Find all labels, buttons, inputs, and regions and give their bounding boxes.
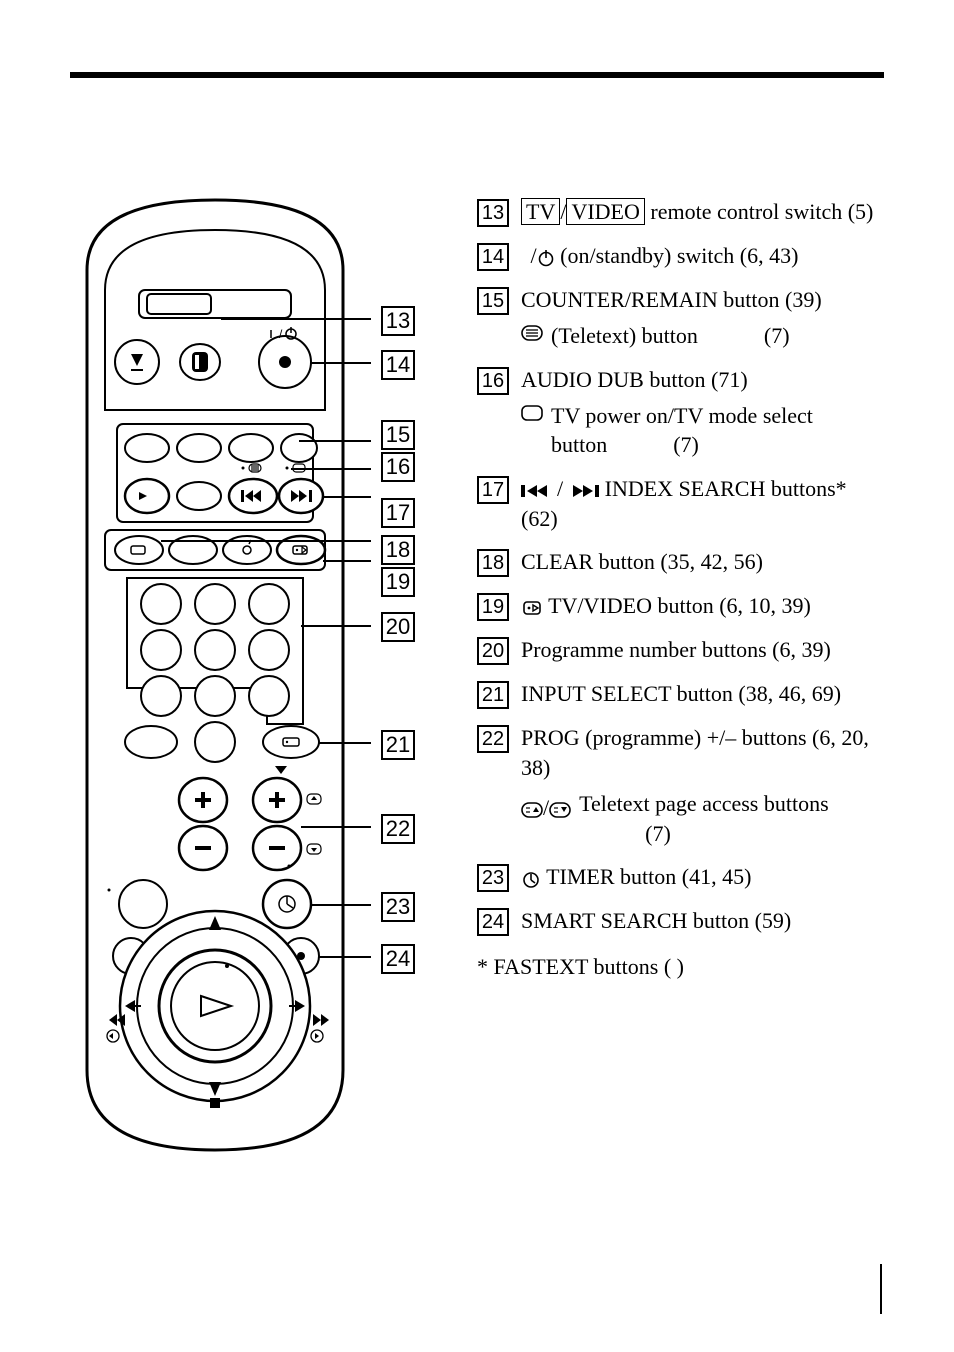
desc-text-20: Programme number buttons (6, 39)	[521, 635, 877, 665]
desc-num-19: 19	[477, 593, 509, 621]
leader-14	[311, 362, 371, 364]
desc-text-14: / (on/standby) switch (6, 43)	[521, 241, 877, 271]
leader-23	[311, 904, 371, 906]
desc-text-21: INPUT SELECT button (38, 46, 69)	[521, 679, 877, 709]
desc-item-19: 19 TV/VIDEO button (6, 10, 39)	[477, 591, 877, 621]
callout-17: 17	[381, 498, 415, 528]
callout-22: 22	[381, 814, 415, 844]
teletext-up-icon	[521, 802, 543, 818]
callout-13: 13	[381, 306, 415, 336]
leader-24	[319, 956, 371, 958]
callout-19: 19	[381, 567, 415, 597]
description-list: 13 TV/VIDEO remote control switch (5) 14…	[477, 197, 877, 980]
desc-text-23: TIMER button (41, 45)	[521, 862, 877, 892]
tv-video-icon	[521, 599, 543, 617]
label-video: VIDEO	[566, 198, 644, 225]
page-right-rule	[880, 1264, 882, 1314]
desc-num-18: 18	[477, 549, 509, 577]
tv-mode-icon	[521, 405, 543, 421]
desc-num-16: 16	[477, 367, 509, 395]
desc-item-17: 17 / INDEX SEARCH buttons* (62)	[477, 474, 877, 533]
desc-item-22: 22 PROG (programme) +/– buttons (6, 20, …	[477, 723, 877, 782]
callout-16: 16	[381, 452, 415, 482]
desc-num-21: 21	[477, 681, 509, 709]
leader-17	[323, 496, 371, 498]
desc-13-tail: remote control switch (5)	[645, 199, 874, 224]
desc-num-24: 24	[477, 908, 509, 936]
desc-sub-16-text: TV power on/TV mode select button (7)	[551, 401, 877, 460]
leader-15	[299, 440, 371, 442]
leader-13	[221, 318, 371, 320]
desc-num-14: 14	[477, 243, 509, 271]
callout-15: 15	[381, 420, 415, 450]
desc-text-22: PROG (programme) +/– buttons (6, 20, 38)	[521, 723, 877, 782]
page: /	[0, 0, 954, 1352]
desc-item-18: 18 CLEAR button (35, 42, 56)	[477, 547, 877, 577]
skip-fwd-icon	[563, 483, 599, 499]
label-tv: TV	[521, 198, 560, 225]
desc-text-17: / INDEX SEARCH buttons* (62)	[521, 474, 877, 533]
desc-item-13: 13 TV/VIDEO remote control switch (5)	[477, 197, 877, 227]
desc-text-15: COUNTER/REMAIN button (39)	[521, 285, 877, 315]
leader-20	[301, 625, 371, 627]
desc-item-21: 21 INPUT SELECT button (38, 46, 69)	[477, 679, 877, 709]
desc-text-16: AUDIO DUB button (71)	[521, 365, 877, 395]
desc-sub-15: (Teletext) button (7)	[521, 321, 877, 351]
power-icon	[537, 249, 555, 267]
leader-21	[319, 742, 371, 744]
leader-18	[161, 540, 371, 542]
desc-item-16: 16 AUDIO DUB button (71)	[477, 365, 877, 395]
teletext-down-icon	[549, 802, 571, 818]
callout-21: 21	[381, 730, 415, 760]
skip-back-icon	[521, 483, 557, 499]
desc-23-tail: TIMER button (41, 45)	[541, 864, 751, 889]
footnote: * FASTEXT buttons ( )	[477, 954, 877, 980]
desc-sub-15-text: (Teletext) button (7)	[551, 321, 790, 351]
remote-diagram: /	[65, 190, 385, 1150]
desc-num-15: 15	[477, 287, 509, 315]
callout-18: 18	[381, 535, 415, 565]
desc-item-15: 15 COUNTER/REMAIN button (39)	[477, 285, 877, 315]
timer-icon	[521, 869, 541, 889]
top-rule	[70, 72, 884, 78]
desc-text-24: SMART SEARCH button (59)	[521, 906, 877, 936]
desc-item-24: 24 SMART SEARCH button (59)	[477, 906, 877, 936]
desc-text-13: TV/VIDEO remote control switch (5)	[521, 197, 877, 227]
leader-16	[291, 468, 371, 470]
callout-24: 24	[381, 944, 415, 974]
remote-svg: /	[65, 190, 385, 1160]
desc-text-19: TV/VIDEO button (6, 10, 39)	[521, 591, 877, 621]
desc-num-22: 22	[477, 725, 509, 753]
callout-14: 14	[381, 350, 415, 380]
desc-14-tail: (on/standby) switch (6, 43)	[555, 243, 799, 268]
teletext-page-icons: /	[521, 793, 571, 823]
desc-sub-22: / Teletext page access buttons (7)	[521, 789, 877, 848]
teletext-icon	[521, 325, 543, 341]
desc-item-23: 23 TIMER button (41, 45)	[477, 862, 877, 892]
leader-19	[323, 560, 371, 562]
desc-num-23: 23	[477, 864, 509, 892]
desc-num-20: 20	[477, 637, 509, 665]
desc-text-18: CLEAR button (35, 42, 56)	[521, 547, 877, 577]
leader-22	[301, 826, 371, 828]
diagram-callouts: 13 14 15 16 17 18 19 20 21 22 23 24	[371, 190, 491, 1150]
desc-item-14: 14 / (on/standby) switch (6, 43)	[477, 241, 877, 271]
callout-23: 23	[381, 892, 415, 922]
desc-sub-22-text: Teletext page access buttons (7)	[579, 789, 829, 848]
desc-19-tail: TV/VIDEO button (6, 10, 39)	[543, 593, 811, 618]
desc-sub-16: TV power on/TV mode select button (7)	[521, 401, 877, 460]
desc-item-20: 20 Programme number buttons (6, 39)	[477, 635, 877, 665]
desc-num-17: 17	[477, 476, 509, 504]
callout-20: 20	[381, 612, 415, 642]
desc-num-13: 13	[477, 199, 509, 227]
